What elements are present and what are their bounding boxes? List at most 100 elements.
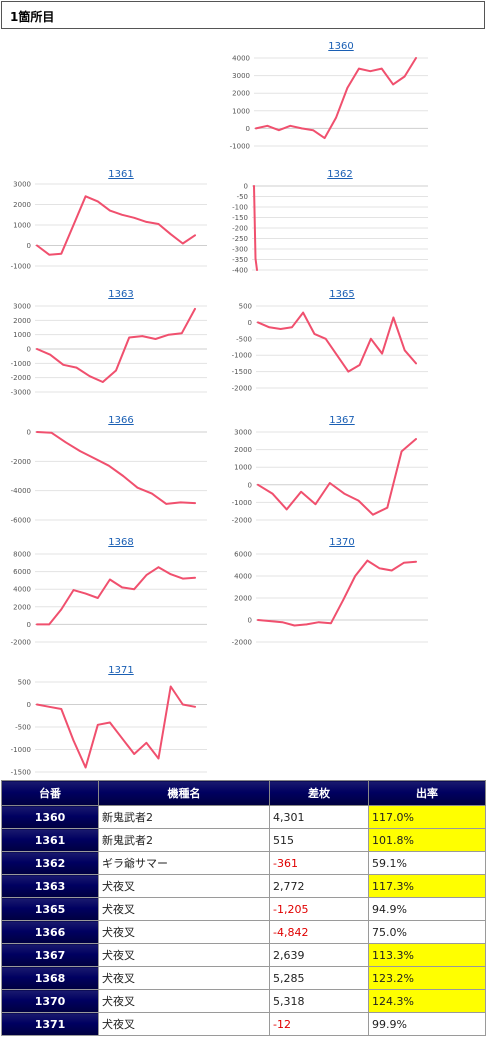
data-point [302,311,304,314]
data-point [285,508,288,511]
table-row: 1365 犬夜叉 -1,205 94.9% [1,897,486,921]
series-line [36,195,196,256]
machine-number-cell: 1362 [1,851,99,875]
data-point [97,724,99,726]
y-tick-label: 0 [27,242,31,250]
rate-cell: 94.9% [368,897,486,921]
data-point [154,338,157,340]
data-point [115,369,117,372]
chart-1368: 1368 8000 6000 4000 2000 0 -2000 [11,537,207,647]
y-tick-label: 1000 [13,222,31,230]
machine-name-cell: 犬夜叉 [98,943,270,967]
y-tick-label: 2000 [234,595,252,603]
data-point [257,484,259,486]
chart-title-link[interactable]: 1367 [329,415,354,426]
data-point [167,333,170,336]
data-point [194,502,196,504]
chart-title-link[interactable]: 1365 [329,289,354,300]
machine-name-cell: 犬夜叉 [98,874,270,898]
machine-number-cell: 1367 [1,943,99,967]
rate-cell: 117.3% [368,874,486,898]
machine-name-cell: 犬夜叉 [98,989,270,1013]
chart-title-link[interactable]: 1368 [108,537,133,548]
rate-cell: 113.3% [368,943,486,967]
data-point [269,620,271,622]
y-tick-label: 4000 [234,573,252,581]
data-point [136,486,139,489]
data-point [62,364,65,366]
diff-cell: 515 [269,828,369,852]
chart-1367: 1367 3000 2000 1000 0 -1000 -2000 [232,415,428,525]
data-point [36,431,38,433]
data-point [121,586,123,589]
data-point [324,338,327,340]
data-point [141,335,144,337]
chart-title-link[interactable]: 1366 [108,415,133,426]
y-tick-label: 2000 [234,446,252,454]
chart-1370: 1370 6000 4000 2000 0 -2000 [232,537,428,647]
data-point [75,366,78,369]
y-tick-label: -1000 [11,746,31,754]
chart-title-link[interactable]: 1363 [108,289,133,300]
data-point [266,125,269,127]
y-tick-label: 3000 [232,72,250,80]
y-tick-label: 500 [18,679,31,687]
series-line [257,311,417,373]
section-header: 1箇所目 [1,1,485,29]
data-point [358,67,360,70]
y-tick-label: 3000 [13,181,31,189]
chart-title-link[interactable]: 1360 [328,41,353,52]
data-point [415,438,417,440]
rate-cell: 99.9% [368,1012,486,1036]
y-tick-label: 3000 [234,429,252,437]
y-tick-label: -1000 [232,352,252,360]
y-tick-label: -1000 [11,360,31,368]
y-tick-label: -400 [232,267,248,275]
y-tick-label: 8000 [13,551,31,559]
chart-title-link[interactable]: 1361 [108,169,133,180]
y-tick-label: 0 [248,319,252,327]
machine-number-cell: 1361 [1,828,99,852]
y-tick-label: 0 [27,621,31,629]
chart-title-link[interactable]: 1371 [108,665,133,676]
data-point [372,513,374,516]
y-tick-label: -500 [15,724,31,732]
data-point [254,257,257,260]
data-point [60,608,63,611]
data-point [88,375,91,377]
table-row: 1370 犬夜叉 5,318 124.3% [1,989,486,1013]
data-point [194,577,196,579]
rate-cell: 75.0% [368,920,486,944]
series-line [36,685,196,769]
table-row: 1361 新鬼武者2 515 101.8% [1,828,486,852]
y-tick-label: -50 [237,193,248,201]
table-body: 1360 新鬼武者2 4,301 117.0% 1361 新鬼武者2 515 101.8% 13… [1,805,486,1036]
diff-cell: 2,639 [269,943,369,967]
data-point [366,559,369,562]
y-tick-label: -2000 [232,517,252,525]
data-point [415,362,417,365]
data-point [305,623,308,626]
data-point [169,233,172,235]
data-point [151,492,153,495]
data-point [145,221,148,223]
chart-title-link[interactable]: 1370 [329,537,354,548]
data-point [109,578,111,581]
rate-cell: 117.0% [368,805,486,829]
y-tick-label: 0 [244,183,248,191]
data-point [133,753,135,755]
data-point [36,623,38,626]
data-point [257,321,259,324]
y-tick-label: -4000 [11,487,31,495]
data-point [72,224,75,226]
data-point [121,737,123,740]
series-line [255,57,417,140]
data-point [392,316,395,319]
data-point [93,457,96,460]
chart-title-link[interactable]: 1362 [327,169,352,180]
table-row: 1360 新鬼武者2 4,301 117.0% [1,805,486,829]
series-line [36,431,196,505]
data-point [60,708,63,710]
data-point [289,125,292,127]
y-tick-label: -250 [232,235,248,243]
